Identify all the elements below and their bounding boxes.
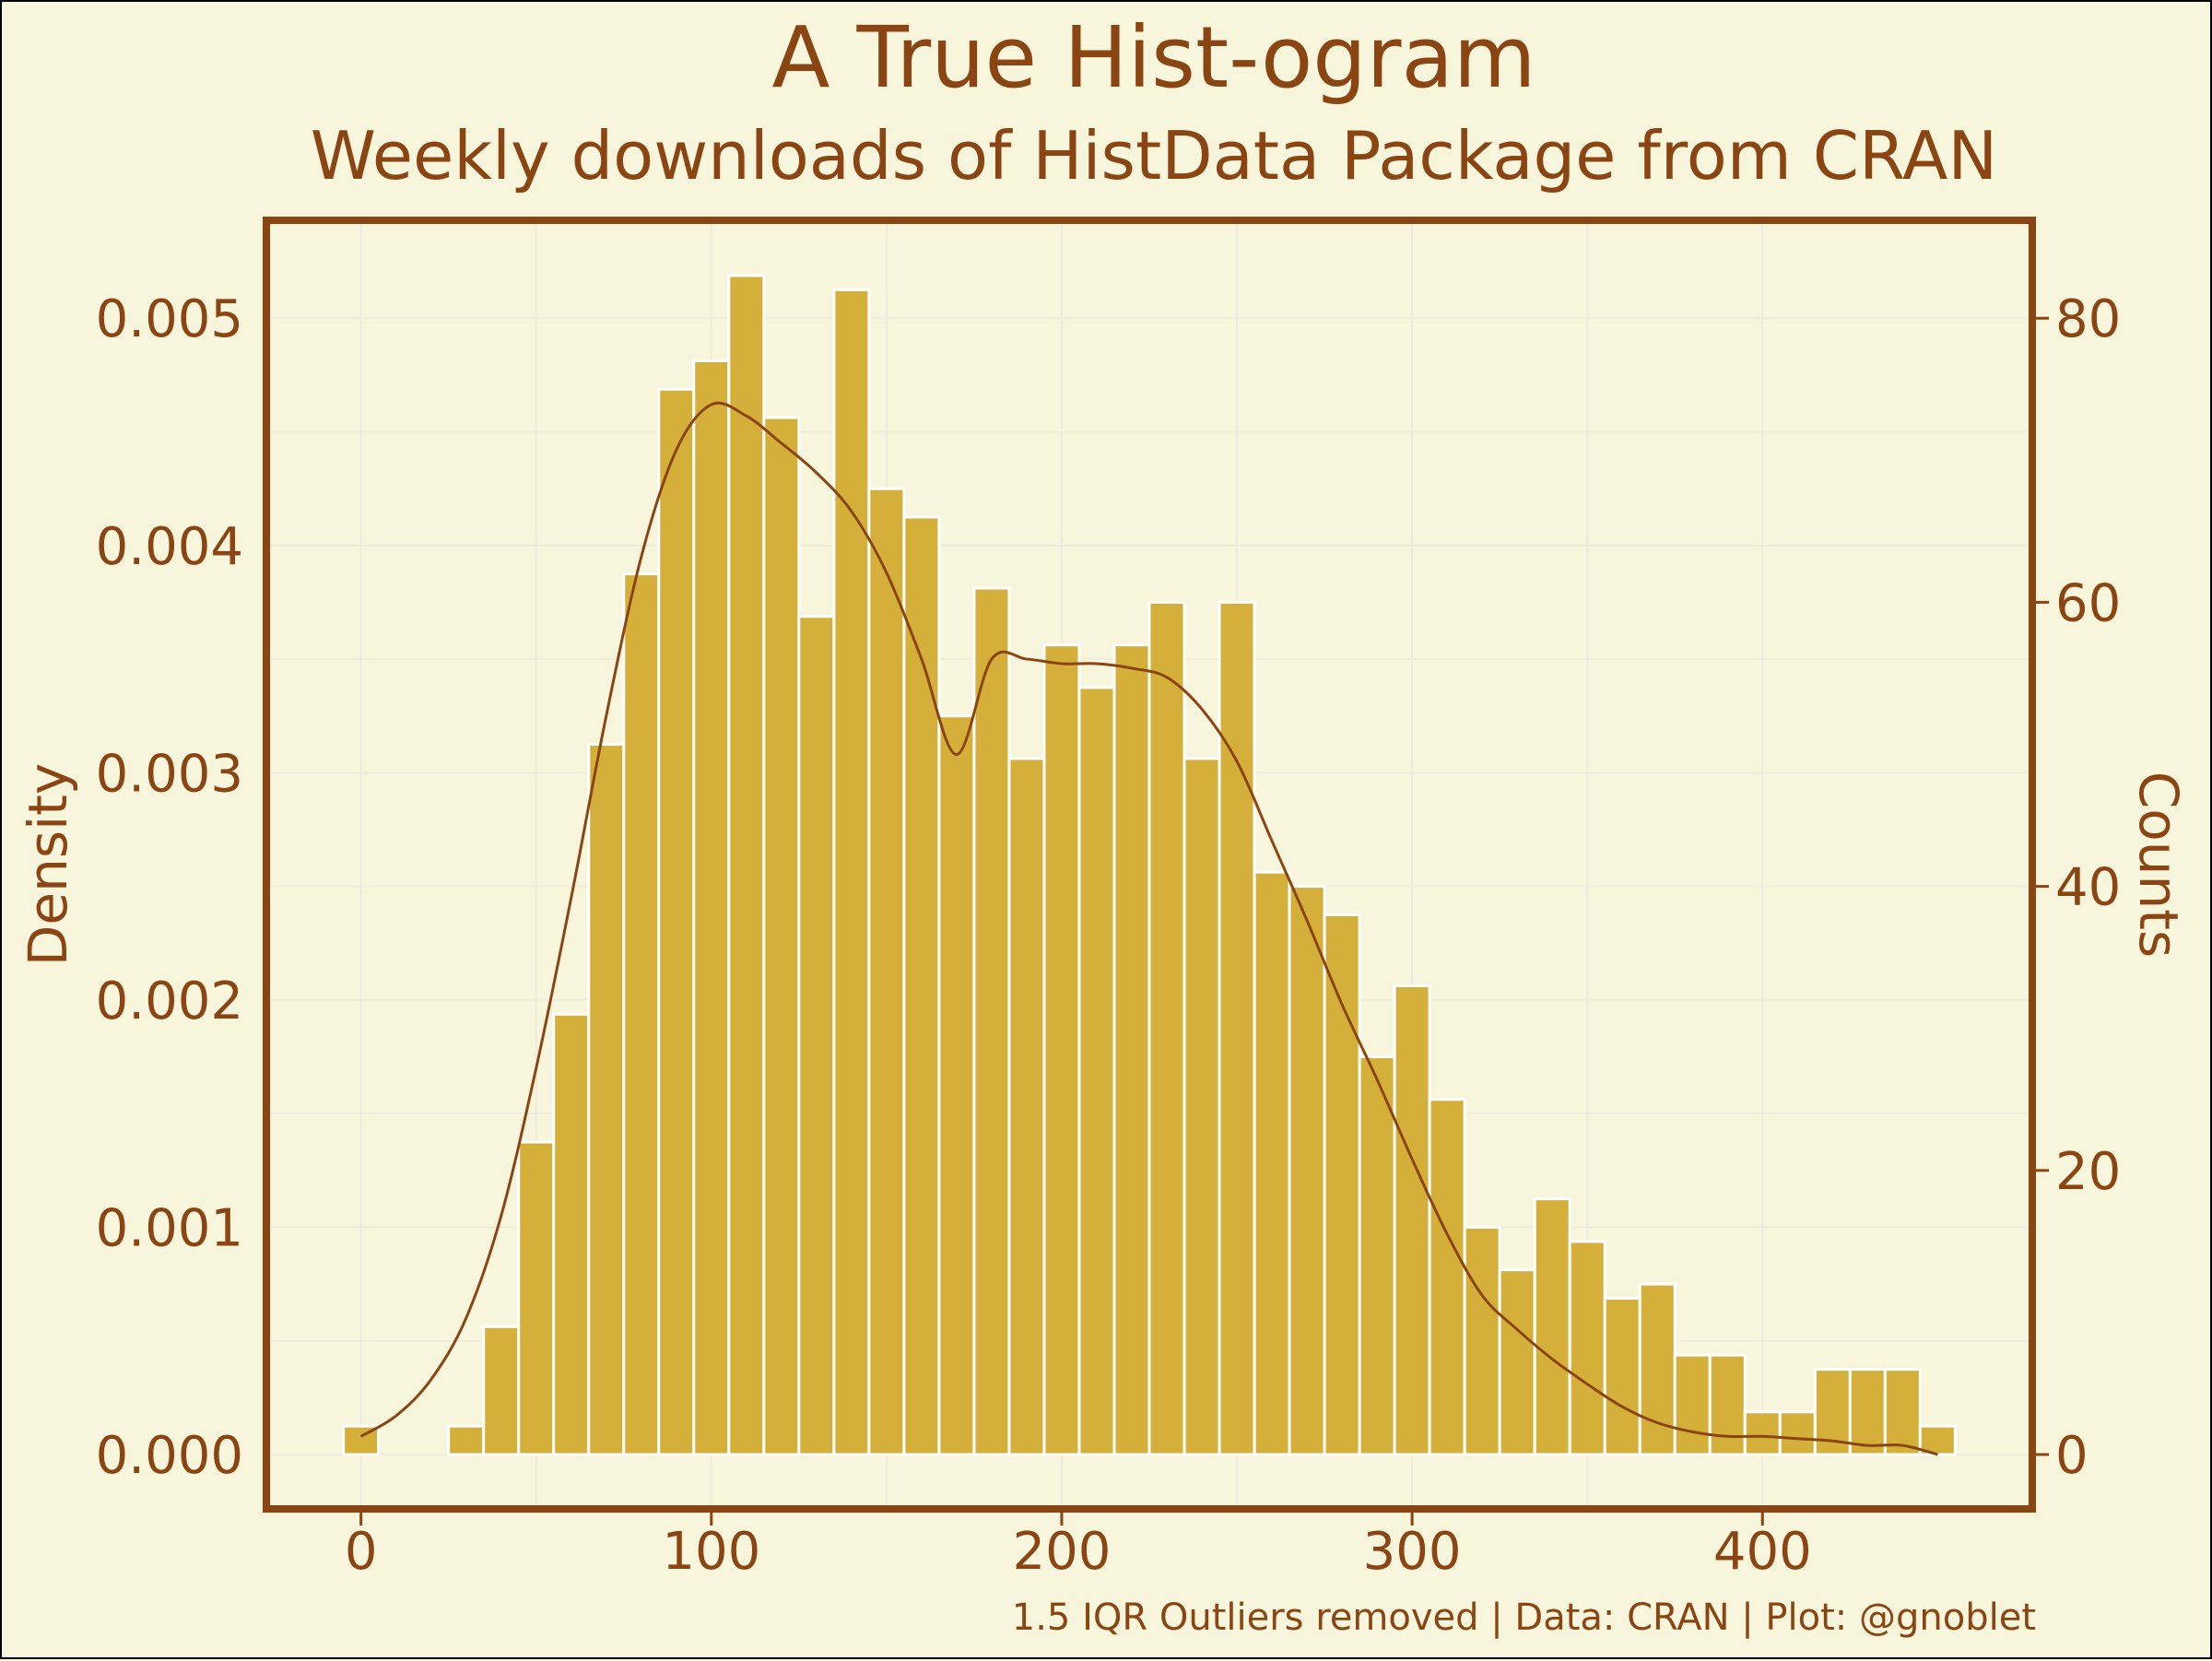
x-tick-label: 300 [1363, 1522, 1462, 1582]
chart-subtitle: Weekly downloads of HistData Package fro… [311, 117, 1998, 194]
histogram-bar [1498, 1268, 1536, 1456]
y-right-tick-label: 0 [2055, 1426, 2088, 1486]
y-left-axis-label: Density [17, 763, 79, 967]
histogram-bar [1007, 757, 1046, 1456]
histogram-bar [1077, 686, 1116, 1456]
y-right-tick-label: 60 [2055, 573, 2121, 633]
histogram-bar [1323, 913, 1361, 1456]
histogram-bar [622, 572, 661, 1456]
histogram-bar [902, 515, 941, 1456]
histogram-bar [972, 586, 1011, 1456]
histogram-bar [1673, 1353, 1712, 1456]
histogram-bar [1182, 757, 1221, 1456]
histogram-bar [517, 1140, 556, 1456]
histogram-bar [1428, 1098, 1466, 1456]
y-right-axis-label: Counts [2127, 772, 2190, 958]
histogram-bar [1112, 643, 1151, 1456]
x-axis-ticks: 0 100 200 300 400 [345, 1513, 1812, 1582]
y-left-tick-label: 0.005 [96, 289, 243, 349]
histogram-bar [657, 387, 696, 1456]
histogram-bar [1743, 1410, 1782, 1456]
y-right-tick-label: 40 [2055, 858, 2121, 918]
histogram-bar [762, 416, 801, 1456]
y-left-axis-ticks: 0.000 0.001 0.002 0.003 0.004 0.005 [96, 289, 243, 1486]
y-right-tick-label: 20 [2055, 1142, 2121, 1202]
chart-caption: 1.5 IQR Outliers removed | Data: CRAN | … [1012, 1596, 2036, 1639]
y-left-tick-label: 0.004 [96, 517, 243, 577]
histogram-bar [1358, 1055, 1396, 1456]
histogram-bar [1253, 870, 1291, 1456]
histogram-bar [1042, 643, 1081, 1456]
histogram-bar [552, 1012, 591, 1456]
density-curve [359, 401, 1938, 1456]
histogram-bar [867, 487, 906, 1456]
histogram-bar [482, 1325, 521, 1456]
y-left-tick-label: 0.001 [96, 1198, 243, 1258]
histogram-bar [1533, 1197, 1571, 1456]
chart-title: A True Hist-ogram [772, 8, 1536, 107]
histogram-bar [1463, 1225, 1501, 1456]
histogram-bar [832, 288, 871, 1456]
y-left-tick-label: 0.002 [96, 972, 243, 1031]
panel-border [263, 217, 2036, 1513]
histogram-bar [797, 615, 836, 1456]
histogram-bar [587, 743, 626, 1456]
histogram-bar [1778, 1410, 1817, 1456]
histogram-bar [447, 1424, 486, 1456]
y-right-axis-ticks: 0 20 40 60 80 [2036, 289, 2121, 1486]
histogram-bar [1603, 1296, 1641, 1456]
y-right-tick-label: 80 [2055, 289, 2121, 349]
histogram-bar [937, 714, 976, 1456]
histogram-bar [1218, 600, 1256, 1456]
histogram-bar [1638, 1282, 1677, 1456]
histogram-bar [1708, 1353, 1747, 1456]
x-tick-label: 0 [345, 1522, 378, 1582]
histogram-bar [1393, 984, 1431, 1456]
histogram-bar [692, 359, 731, 1456]
histogram-bar [1147, 600, 1186, 1456]
x-tick-label: 200 [1013, 1522, 1112, 1582]
histogram-bar [342, 1424, 381, 1456]
histogram-bar [1568, 1240, 1606, 1456]
x-tick-label: 100 [662, 1522, 760, 1582]
histogram-bars [342, 274, 1957, 1456]
y-left-tick-label: 0.000 [96, 1426, 243, 1486]
histogram-bar [1883, 1368, 1922, 1456]
histogram-bar [727, 274, 766, 1456]
histogram-bar [1288, 885, 1326, 1456]
y-left-tick-label: 0.003 [96, 744, 243, 804]
x-tick-label: 400 [1713, 1522, 1812, 1582]
histogram-bar [1848, 1368, 1887, 1456]
